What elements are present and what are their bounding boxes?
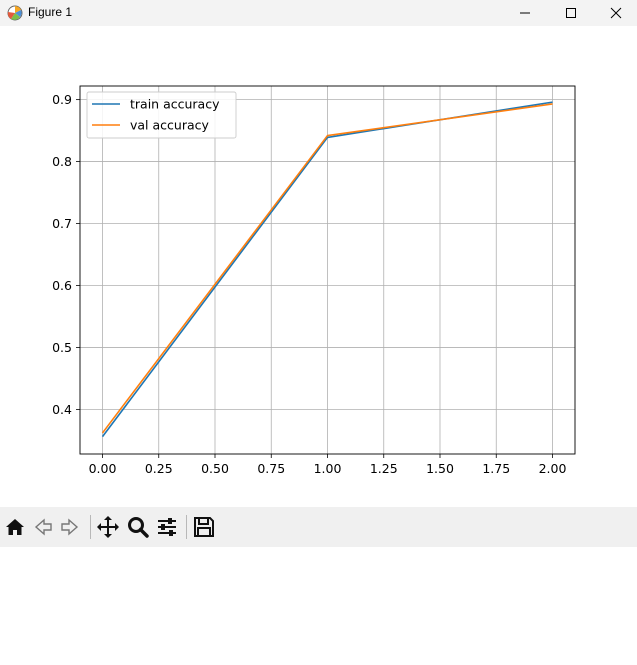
x-tick-label: 1.00: [314, 461, 342, 476]
x-tick-label: 0.00: [89, 461, 117, 476]
close-icon: [610, 7, 622, 19]
forward-button[interactable]: [57, 514, 83, 540]
x-tick-label: 0.50: [201, 461, 229, 476]
y-tick-label: 0.7: [52, 216, 72, 231]
zoom-button[interactable]: [125, 514, 151, 540]
series-line-val-accuracy: [101, 103, 553, 434]
configure-subplots-button[interactable]: [154, 514, 180, 540]
y-tick-label: 0.5: [52, 340, 72, 355]
line-chart: 0.00 0.25 0.50 0.75 1.00 1.25 1.50 1.75 2.00 0.4 0…: [52, 85, 576, 476]
back-button[interactable]: [30, 514, 56, 540]
home-button[interactable]: [2, 514, 28, 540]
minimize-icon: [520, 12, 530, 14]
x-tick-label: 2.00: [539, 461, 567, 476]
y-tick-label: 0.4: [52, 402, 72, 417]
x-tick-label: 1.25: [370, 461, 398, 476]
title-bar: Figure 1: [0, 0, 637, 26]
window-bottom-area: [0, 547, 637, 665]
window-title: Figure 1: [28, 5, 73, 19]
matplotlib-app-icon: [6, 4, 24, 22]
x-tick-label: 1.75: [482, 461, 510, 476]
legend-box: [86, 91, 237, 139]
y-tick-label: 0.9: [52, 92, 72, 107]
navigation-toolbar: [0, 507, 637, 547]
pan-button[interactable]: [95, 514, 121, 540]
minimize-button[interactable]: [502, 0, 548, 26]
maximize-button[interactable]: [548, 0, 594, 26]
toolbar-separator: [90, 515, 91, 539]
legend-label: val accuracy: [130, 118, 210, 133]
back-icon: [34, 518, 52, 536]
x-tick-label: 1.50: [426, 461, 454, 476]
configure-subplots-icon: [158, 518, 176, 536]
zoom-icon: [128, 517, 149, 538]
pan-icon: [97, 516, 119, 538]
forward-icon: [61, 518, 79, 536]
y-tick-label: 0.6: [52, 278, 72, 293]
maximize-icon: [566, 8, 576, 18]
home-icon: [6, 519, 24, 535]
x-tick-label: 0.25: [145, 461, 173, 476]
close-button[interactable]: [593, 0, 637, 26]
legend-label: train accuracy: [130, 97, 220, 112]
save-button[interactable]: [191, 514, 217, 540]
toolbar-separator: [186, 515, 187, 539]
figure-canvas[interactable]: 0.00 0.25 0.50 0.75 1.00 1.25 1.50 1.75 2.00 0.4 0…: [0, 26, 637, 507]
x-tick-label: 0.75: [257, 461, 285, 476]
save-icon: [194, 517, 214, 537]
y-tick-label: 0.8: [52, 154, 72, 169]
